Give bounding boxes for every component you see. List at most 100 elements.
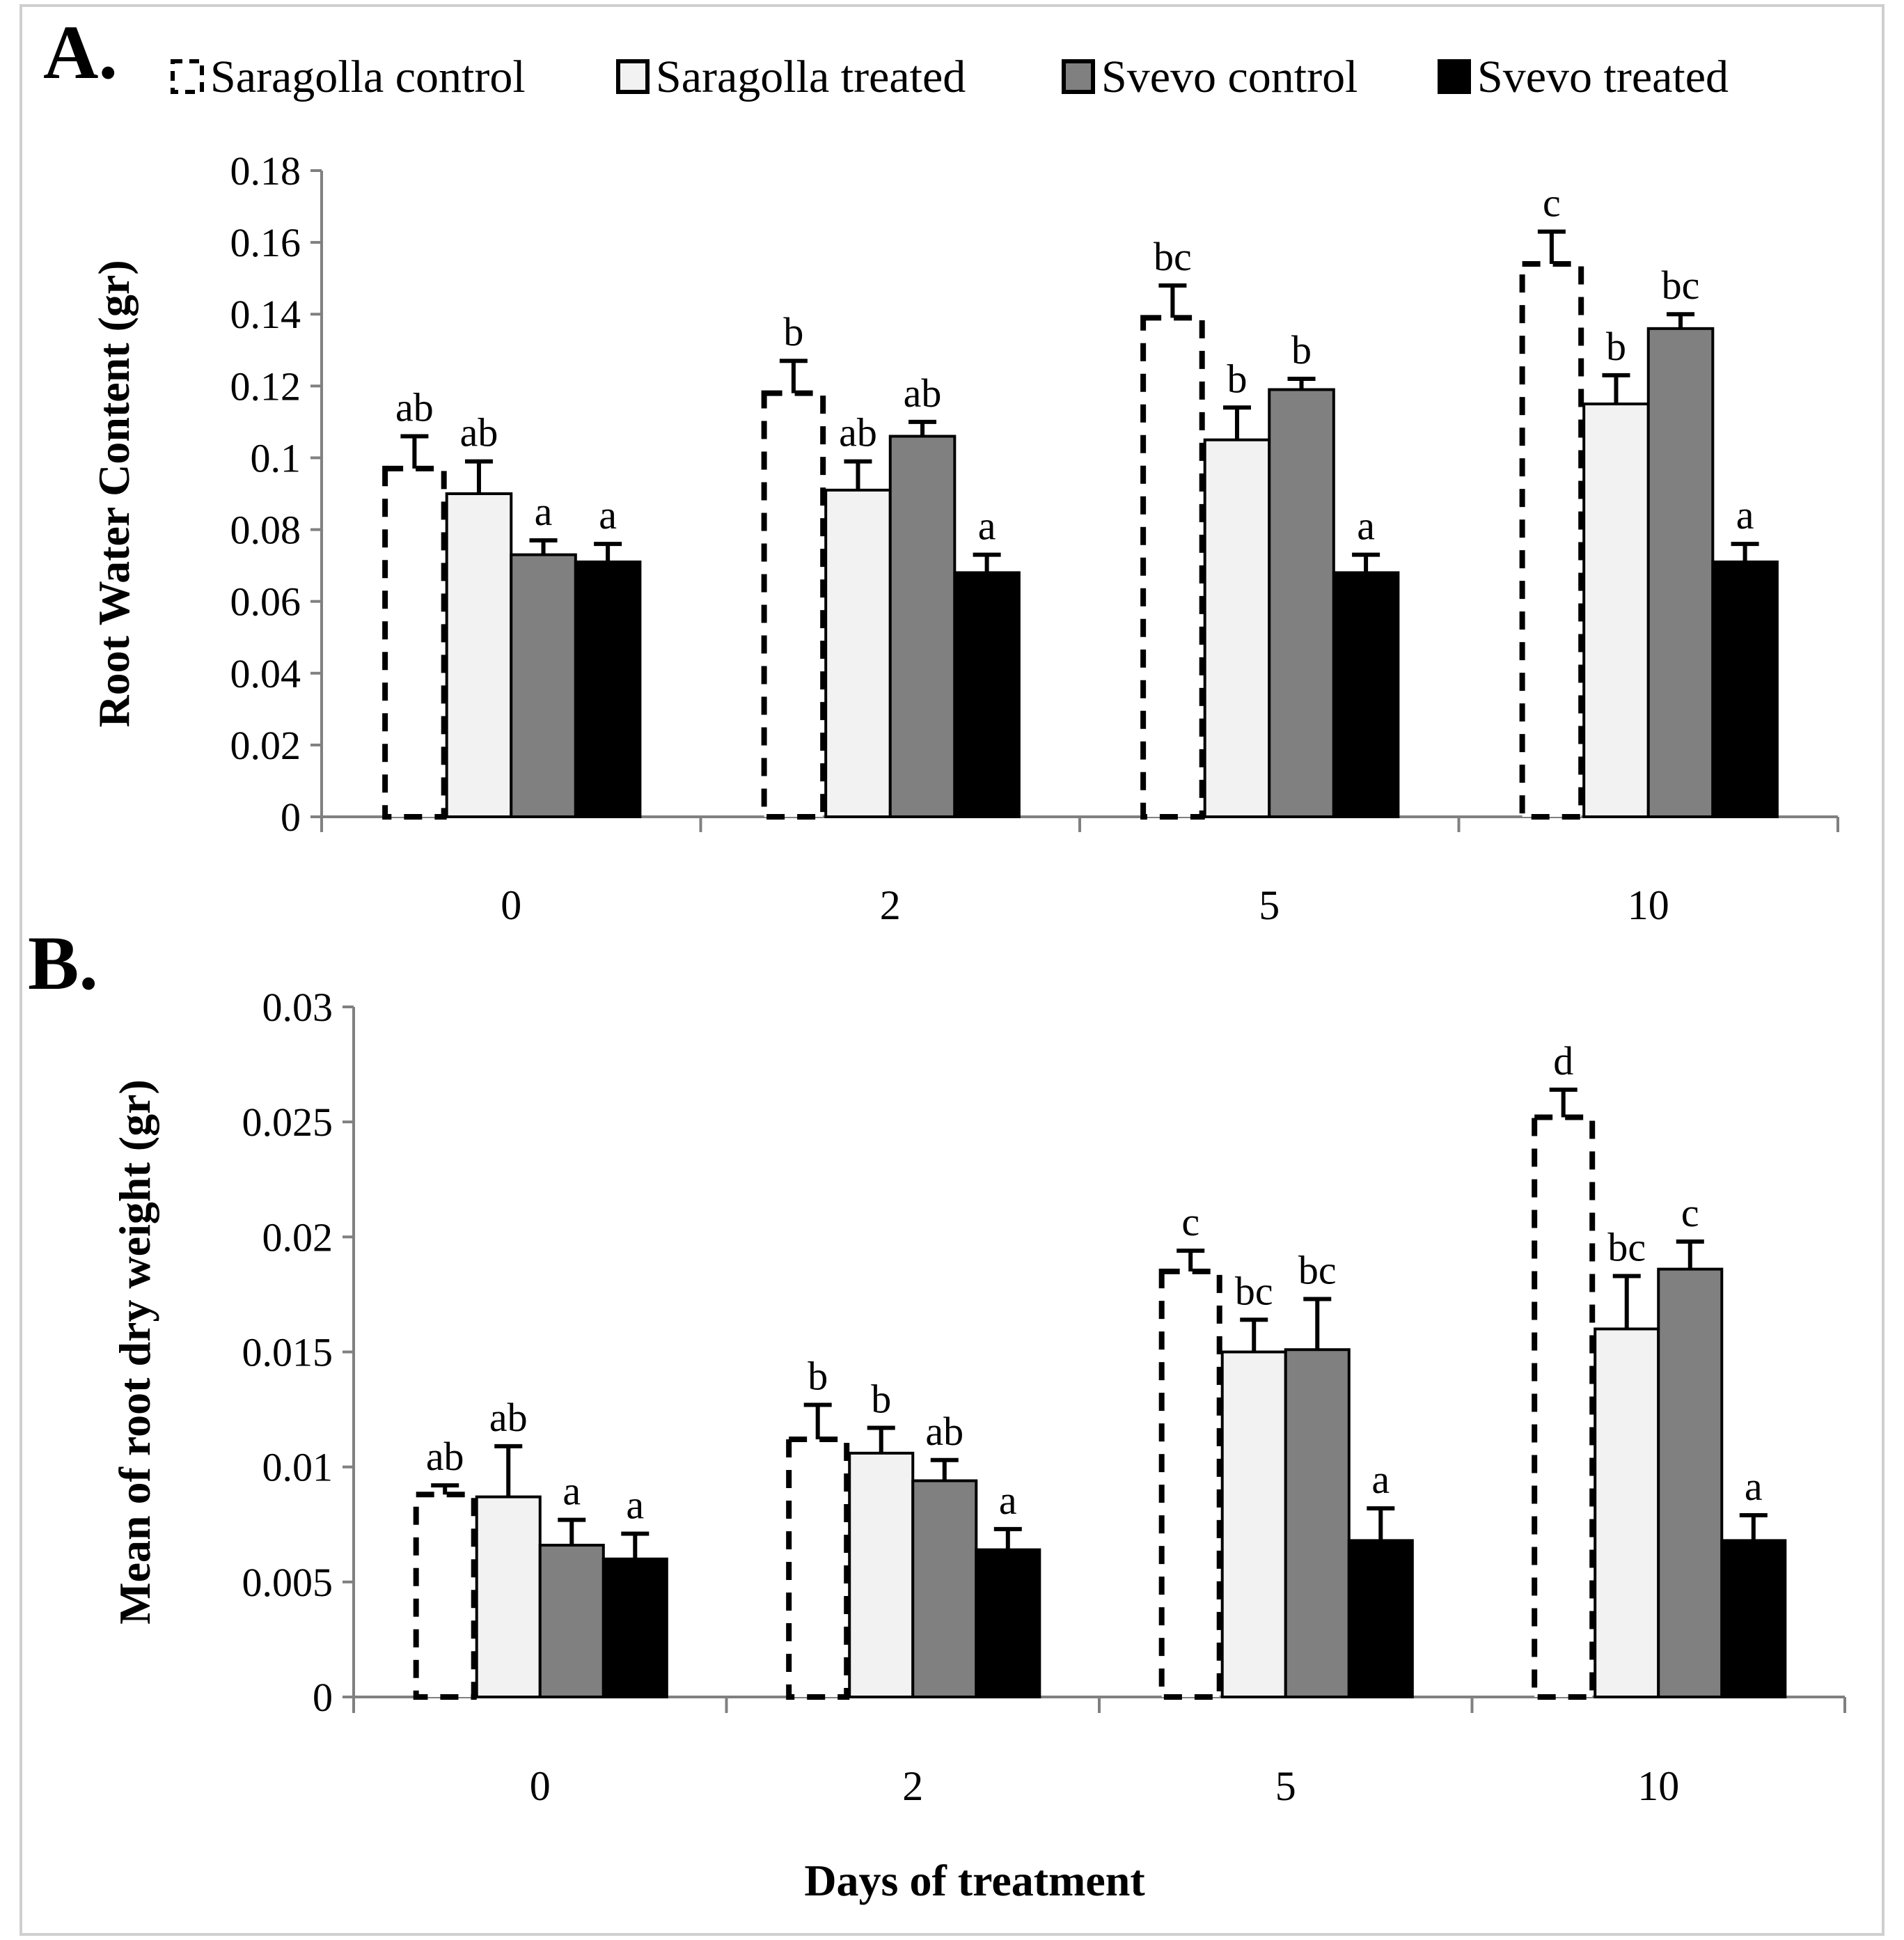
bar xyxy=(475,1495,542,1699)
bar xyxy=(1203,438,1271,818)
significance-label: bc xyxy=(1235,1268,1273,1313)
bar xyxy=(1140,315,1205,820)
bar xyxy=(1646,327,1715,819)
bar xyxy=(848,1451,915,1698)
significance-label: a xyxy=(562,1469,581,1514)
x-axis-title: Days of treatment xyxy=(804,1856,1145,1905)
legend-swatch xyxy=(1438,59,1471,94)
significance-label: bc xyxy=(1662,263,1700,308)
x-tick-label: 2 xyxy=(902,1763,923,1809)
significance-label: b xyxy=(1606,324,1626,369)
bar xyxy=(911,1479,978,1698)
bar xyxy=(824,488,892,818)
significance-label: b xyxy=(1291,327,1312,373)
significance-label: a xyxy=(1745,1464,1763,1509)
y-tick-label: 0.01 xyxy=(262,1445,333,1490)
bar xyxy=(1519,261,1584,820)
y-tick-label: 0.14 xyxy=(230,292,301,337)
bar xyxy=(761,390,826,820)
significance-label: b xyxy=(871,1377,891,1422)
bar xyxy=(1332,571,1400,819)
bar xyxy=(413,1492,477,1700)
legend-swatch xyxy=(171,59,204,94)
significance-label: c xyxy=(1543,180,1561,226)
bar xyxy=(1711,560,1779,818)
bar xyxy=(445,492,513,818)
bar xyxy=(1284,1348,1351,1698)
legend-label: Svevo control xyxy=(1101,52,1358,102)
panel-a-chart: 0 0.02 0.04 0.06 0.08 0.1 0.12 0.14 0.16 0.18 Root… xyxy=(89,148,1839,928)
legend-label: Svevo treated xyxy=(1477,52,1729,102)
y-tick-label: 0.18 xyxy=(230,148,301,194)
bar xyxy=(786,1437,850,1700)
y-tick-label: 0.03 xyxy=(262,985,333,1030)
bar xyxy=(510,553,577,819)
y-tick-label: 0.04 xyxy=(230,651,301,696)
panel-b-chart: 0 0.005 0.01 0.015 0.02 0.025 0.03 Mean of root… xyxy=(110,985,1846,1809)
legend-label: Saragolla treated xyxy=(656,52,966,102)
y-tick-label: 0.015 xyxy=(242,1330,333,1375)
panel-b-letter: B. xyxy=(28,921,98,1006)
bar xyxy=(1582,402,1650,818)
bar xyxy=(1268,388,1335,818)
significance-label: ab xyxy=(395,385,434,430)
significance-label: bc xyxy=(1298,1248,1337,1293)
significance-label: ab xyxy=(460,410,498,455)
x-tick-label: 2 xyxy=(880,882,901,928)
significance-label: a xyxy=(1357,503,1375,549)
x-tick-label: 0 xyxy=(501,882,521,928)
x-tick-label: 10 xyxy=(1628,882,1669,928)
y-tick-label: 0.02 xyxy=(262,1214,333,1260)
bar xyxy=(1657,1267,1724,1698)
bar xyxy=(574,560,642,818)
y-tick-label: 0.16 xyxy=(230,220,301,265)
significance-label: b xyxy=(783,309,803,354)
y-tick-label: 0.1 xyxy=(251,435,301,480)
y-tick-label: 0.005 xyxy=(242,1560,333,1605)
bar xyxy=(1532,1114,1596,1700)
y-tick-label: 0 xyxy=(281,795,301,840)
x-tick-label: 5 xyxy=(1259,882,1280,928)
significance-label: ab xyxy=(925,1409,963,1454)
significance-label: a xyxy=(535,489,553,534)
bar xyxy=(888,435,957,818)
y-tick-label: 0.02 xyxy=(230,723,301,768)
bar xyxy=(1158,1268,1222,1700)
y-tick-label: 0.025 xyxy=(242,1100,333,1145)
significance-label: a xyxy=(599,492,617,538)
significance-label: bc xyxy=(1607,1224,1646,1269)
significance-label: a xyxy=(1371,1457,1390,1502)
bar xyxy=(382,465,447,820)
legend-swatch xyxy=(1062,59,1095,94)
significance-label: b xyxy=(808,1353,828,1398)
significance-label: ab xyxy=(489,1395,528,1440)
bar xyxy=(953,571,1021,819)
x-tick-label: 0 xyxy=(530,1763,551,1809)
bar xyxy=(1720,1539,1787,1698)
significance-label: a xyxy=(978,503,996,549)
legend: Saragolla control Saragolla treated Svevo … xyxy=(171,52,1729,102)
y-axis-title: Root Water Content (gr) xyxy=(89,260,139,727)
legend-label: Saragolla control xyxy=(210,52,526,102)
significance-label: c xyxy=(1681,1190,1699,1235)
legend-swatch xyxy=(616,59,650,94)
significance-label: ab xyxy=(839,410,877,455)
bar xyxy=(601,1557,668,1699)
bar xyxy=(1220,1350,1287,1698)
significance-label: a xyxy=(626,1482,644,1527)
bar xyxy=(538,1543,605,1698)
significance-label: c xyxy=(1181,1199,1199,1244)
y-tick-label: 0.12 xyxy=(230,363,301,409)
panel-a-letter: A. xyxy=(43,10,118,95)
significance-label: a xyxy=(1736,492,1754,538)
bar xyxy=(975,1548,1041,1698)
significance-label: a xyxy=(999,1478,1017,1523)
y-tick-label: 0 xyxy=(313,1675,333,1720)
bar xyxy=(1594,1327,1660,1698)
significance-label: ab xyxy=(904,370,942,416)
x-tick-label: 5 xyxy=(1275,1763,1296,1809)
significance-label: b xyxy=(1227,356,1247,401)
significance-label: bc xyxy=(1154,234,1192,279)
significance-label: ab xyxy=(426,1434,464,1479)
